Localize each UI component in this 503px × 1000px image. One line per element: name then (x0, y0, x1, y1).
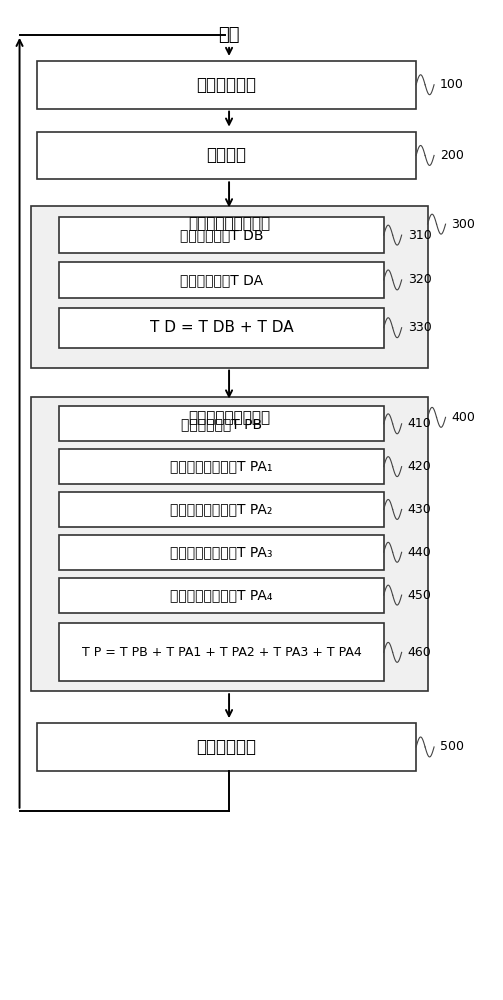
Text: 估计车厢温度: 估计车厢温度 (197, 76, 257, 94)
FancyBboxPatch shape (59, 623, 384, 681)
Text: 计算第二调整时长T PA₂: 计算第二调整时长T PA₂ (171, 502, 273, 516)
Text: 启动扩散阶段: 启动扩散阶段 (197, 738, 257, 756)
Text: 开始: 开始 (218, 26, 240, 44)
FancyBboxPatch shape (59, 578, 384, 613)
Text: 计算第三调整时长T PA₃: 计算第三调整时长T PA₃ (171, 545, 273, 559)
FancyBboxPatch shape (37, 61, 416, 109)
Text: 辨别香气: 辨别香气 (207, 146, 246, 164)
Text: 计算第一调整时长T PA₁: 计算第一调整时长T PA₁ (171, 460, 273, 474)
Text: 确定扩散阶段的时长: 确定扩散阶段的时长 (188, 217, 271, 232)
FancyBboxPatch shape (37, 723, 416, 771)
Text: 200: 200 (440, 149, 464, 162)
Text: 计算第四调整时长T PA₄: 计算第四调整时长T PA₄ (171, 588, 273, 602)
Text: 420: 420 (407, 460, 432, 473)
Text: 计算基础时长T DB: 计算基础时长T DB (180, 228, 263, 242)
Text: 100: 100 (440, 78, 464, 91)
Text: 410: 410 (407, 417, 432, 430)
Text: 460: 460 (407, 646, 432, 659)
FancyBboxPatch shape (37, 132, 416, 179)
FancyBboxPatch shape (59, 262, 384, 298)
Text: T D = T DB + T DA: T D = T DB + T DA (150, 320, 293, 335)
Text: 400: 400 (452, 411, 475, 424)
Text: 500: 500 (440, 740, 464, 753)
FancyBboxPatch shape (31, 397, 428, 691)
Text: 320: 320 (407, 273, 432, 286)
FancyBboxPatch shape (59, 535, 384, 570)
Text: 300: 300 (452, 218, 475, 231)
FancyBboxPatch shape (59, 449, 384, 484)
Text: 确定暂停阶段的时长: 确定暂停阶段的时长 (188, 410, 271, 425)
Text: 计算调整时长T DA: 计算调整时长T DA (180, 273, 263, 287)
FancyBboxPatch shape (59, 492, 384, 527)
Text: 430: 430 (407, 503, 432, 516)
FancyBboxPatch shape (31, 206, 428, 368)
FancyBboxPatch shape (59, 217, 384, 253)
Text: 330: 330 (407, 321, 432, 334)
Text: 计算基础时长T PB: 计算基础时长T PB (181, 417, 262, 431)
FancyBboxPatch shape (59, 406, 384, 441)
Text: 310: 310 (407, 229, 432, 242)
Text: T P = T PB + T PA1 + T PA2 + T PA3 + T PA4: T P = T PB + T PA1 + T PA2 + T PA3 + T P… (81, 646, 362, 659)
Text: 450: 450 (407, 589, 432, 602)
FancyBboxPatch shape (59, 308, 384, 348)
Text: 440: 440 (407, 546, 432, 559)
